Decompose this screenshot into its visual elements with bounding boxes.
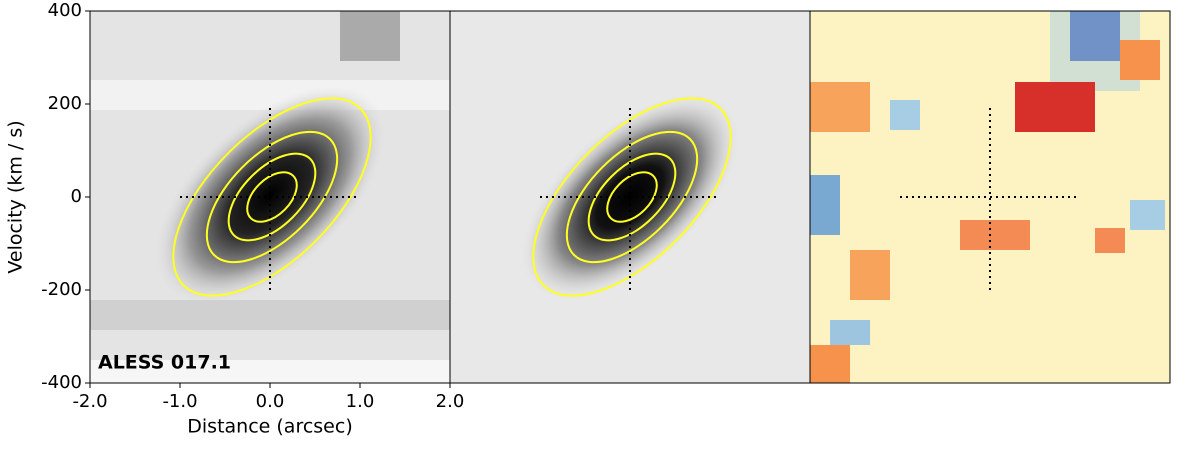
y-tick-label: -200 (41, 279, 82, 300)
y-tick-label: 200 (48, 93, 82, 114)
y-tick-label: 400 (48, 0, 82, 21)
x-tick-label: -2.0 (72, 391, 107, 412)
panel-observed (90, 11, 450, 383)
panel-frame (809, 10, 1171, 384)
x-tick-label: 2.0 (436, 391, 465, 412)
x-axis-label: Distance (arcsec) (187, 416, 352, 438)
source-label: ALESS 017.1 (98, 352, 231, 374)
x-tick-label: 1.0 (346, 391, 375, 412)
y-tick-label: 0 (71, 186, 82, 207)
y-tick-label: -400 (41, 372, 82, 393)
x-tick-label: -1.0 (162, 391, 197, 412)
y-axis-label: Velocity (km / s) (5, 120, 27, 273)
x-tick-label: 0.0 (256, 391, 285, 412)
contours-observed (172, 97, 372, 297)
contours-model (532, 97, 732, 297)
